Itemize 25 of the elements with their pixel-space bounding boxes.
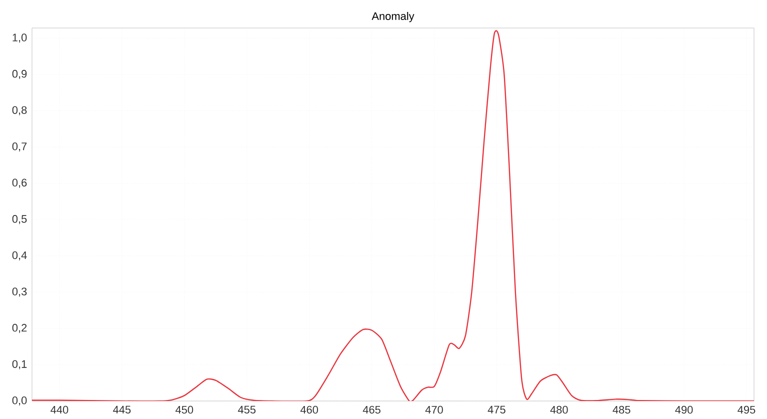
y-tick-label: 0,3 <box>12 288 27 297</box>
y-tick-label: 0,5 <box>12 215 27 224</box>
x-tick-label: 485 <box>612 406 630 414</box>
x-tick-label: 470 <box>425 406 443 414</box>
x-tick-label: 440 <box>50 406 68 414</box>
x-tick-label: 455 <box>238 406 256 414</box>
chart-title: Anomaly <box>372 12 414 22</box>
y-tick-label: 0,0 <box>12 396 27 406</box>
y-tick-label: 0,7 <box>12 142 27 152</box>
x-tick-label: 450 <box>176 406 194 414</box>
y-tick-label: 0,9 <box>12 70 27 79</box>
y-tick-label: 0,8 <box>12 106 27 116</box>
x-tick-label: 495 <box>738 406 756 414</box>
x-tick-label: 480 <box>550 406 568 414</box>
x-tick-label: 490 <box>675 406 693 414</box>
y-tick-label: 0,6 <box>12 178 27 188</box>
x-tick-label: 465 <box>362 406 380 414</box>
y-tick-label: 0,2 <box>12 324 27 333</box>
x-tick-label: 460 <box>300 406 318 414</box>
x-tick-label: 475 <box>488 406 506 414</box>
x-tick-label: 445 <box>113 406 131 414</box>
y-tick-label: 0,1 <box>12 360 27 370</box>
y-tick-label: 0,4 <box>12 251 27 260</box>
y-tick-label: 1,0 <box>12 34 27 43</box>
line-series <box>32 30 754 401</box>
